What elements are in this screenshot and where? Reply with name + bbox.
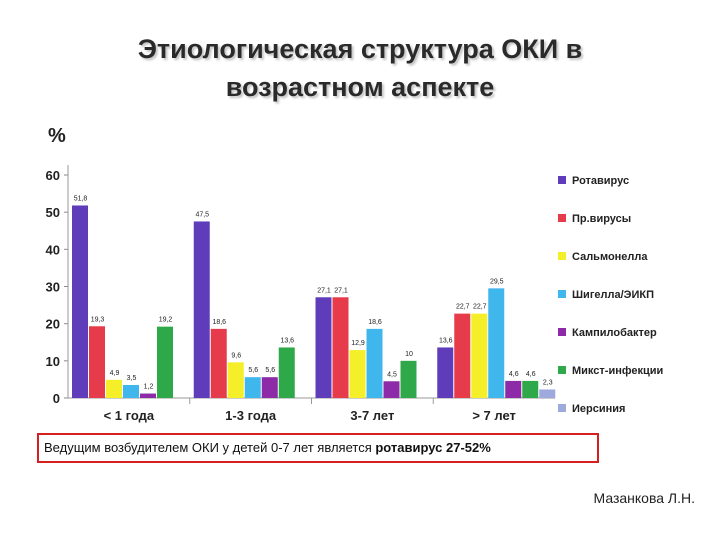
data-label: 18,6	[368, 319, 382, 326]
data-label: 22,7	[456, 304, 470, 311]
bar	[123, 384, 139, 398]
data-label: 27,1	[334, 287, 348, 294]
bar	[383, 381, 400, 398]
bar	[244, 377, 261, 398]
bar	[400, 360, 417, 398]
data-label: 10	[405, 351, 413, 358]
title-line-1: Этиологическая структура ОКИ в	[137, 34, 583, 64]
bar	[227, 362, 244, 398]
legend-label: Микст-инфекции	[572, 365, 663, 377]
data-label: 9,6	[231, 352, 241, 359]
legend-label: Иерсиния	[572, 403, 625, 415]
bar	[157, 326, 173, 398]
legend-label: Шигелла/ЭИКП	[572, 289, 654, 301]
data-label: 12,9	[351, 340, 365, 347]
data-label: 4,9	[110, 370, 120, 377]
data-label: 22,7	[473, 304, 487, 311]
legend-label: Кампилобактер	[572, 327, 657, 339]
bar	[140, 393, 156, 398]
y-tick-label: 20	[46, 317, 60, 332]
author-name: Мазанкова Л.Н.	[593, 490, 696, 506]
bar	[471, 313, 488, 398]
legend-label: Сальмонелла	[572, 251, 648, 263]
data-label: 13,6	[439, 337, 453, 344]
bar-chart: % 0 10 20 30 40 50 60 < 1 года 1-3 года 3-7 лет > 7…	[46, 125, 664, 423]
y-tick-label: 50	[46, 205, 60, 220]
y-tick-label: 60	[46, 168, 60, 183]
data-label: 47,5	[195, 211, 209, 218]
title-line-2: возрастном аспекте	[225, 72, 495, 102]
data-label: 4,5	[387, 371, 397, 378]
x-tick-label: < 1 года	[104, 408, 155, 423]
slide-title: Этиологическая структура ОКИ в возрастно…	[40, 30, 680, 106]
bar	[315, 297, 332, 398]
data-label: 51,8	[74, 195, 88, 202]
bar	[72, 205, 88, 398]
conclusion-text: Ведущим возбудителем ОКИ у детей 0-7 лет…	[44, 440, 376, 455]
conclusion-box: Ведущим возбудителем ОКИ у детей 0-7 лет…	[37, 433, 599, 463]
data-label: 5,6	[248, 367, 258, 374]
y-tick-label: 40	[46, 242, 60, 257]
bar	[488, 288, 505, 398]
legend-swatch	[558, 214, 566, 222]
y-tick-label: 0	[53, 391, 60, 406]
data-label: 5,6	[265, 367, 275, 374]
data-label: 29,5	[490, 278, 504, 285]
legend-swatch	[558, 328, 566, 336]
bar	[332, 297, 349, 398]
legend-swatch	[558, 366, 566, 374]
bar	[366, 328, 383, 398]
bar	[505, 380, 522, 398]
chart-value-labels: 51,8 19,3 4,9 3,5 1,2 19,2 47,5 18,6 9,6 5,6 5,6 13…	[74, 195, 553, 390]
conclusion-highlight: ротавирус 27-52%	[375, 440, 491, 455]
x-tick-label: > 7 лет	[472, 408, 516, 423]
bar	[89, 326, 105, 398]
chart-bars	[72, 205, 556, 398]
data-label: 19,2	[159, 317, 173, 324]
y-tick-label: 30	[46, 280, 60, 295]
data-label: 1,2	[144, 384, 154, 391]
data-label: 27,1	[317, 287, 331, 294]
bar	[193, 221, 210, 398]
bar	[278, 347, 295, 398]
data-label: 19,3	[91, 316, 105, 323]
data-label: 18,6	[212, 319, 226, 326]
y-axis-label: %	[48, 125, 66, 147]
legend-swatch	[558, 404, 566, 412]
x-tick-label: 1-3 года	[225, 408, 277, 423]
bar	[349, 350, 366, 398]
bar	[106, 379, 122, 398]
chart-legend: Ротавирус Пр.вирусы Сальмонелла Шигелла/ЭИК…	[558, 175, 663, 415]
data-label: 4,6	[509, 371, 519, 378]
data-label: 4,6	[526, 371, 536, 378]
bar	[454, 313, 471, 398]
bar	[522, 380, 539, 398]
x-tick-label: 3-7 лет	[350, 408, 394, 423]
legend-swatch	[558, 176, 566, 184]
bar	[261, 377, 278, 398]
y-tick-label: 10	[46, 354, 60, 369]
bar	[210, 328, 227, 398]
data-label: 2,3	[543, 379, 553, 386]
bar	[539, 389, 556, 398]
legend-label: Ротавирус	[572, 175, 629, 187]
bar	[437, 347, 454, 398]
legend-label: Пр.вирусы	[572, 213, 631, 225]
data-label: 3,5	[127, 375, 137, 382]
legend-swatch	[558, 252, 566, 260]
legend-swatch	[558, 290, 566, 298]
data-label: 13,6	[280, 337, 294, 344]
